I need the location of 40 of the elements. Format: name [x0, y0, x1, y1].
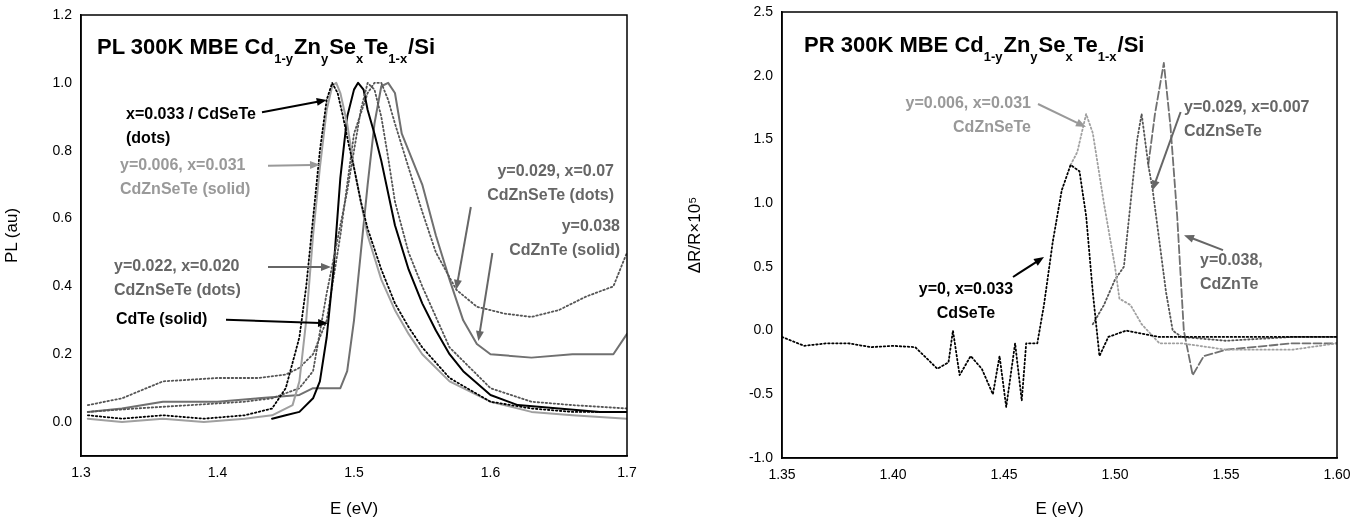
- annotation: y=0.006, x=0.031 CdZnSeTe: [905, 94, 1032, 136]
- x-axis-title: E (eV): [329, 499, 379, 519]
- x-tick-label: 1.35: [768, 466, 796, 483]
- x-axis-title: E (eV): [1035, 499, 1084, 519]
- x-tick-label: 1.45: [990, 466, 1018, 483]
- x-tick-label: 1.4: [207, 464, 228, 481]
- x-tick-label: 1.55: [1212, 466, 1240, 483]
- y-tick-label: 1.0: [52, 73, 73, 90]
- y-tick-label: 1.0: [753, 194, 774, 210]
- y-tick-label: 0.0: [753, 321, 774, 338]
- x-tick-label: 1.6: [480, 464, 501, 481]
- y-tick-label: -1.0: [748, 448, 774, 465]
- annotation: y=0.029, x=0.007 CdZnSeTe: [1184, 98, 1310, 140]
- annotation: y=0.038 CdZnTe (solid): [509, 217, 621, 259]
- y-tick-label: 0.6: [52, 209, 73, 226]
- x-tick-label: 1.40: [879, 466, 907, 483]
- y-tick-label: 1.2: [52, 5, 73, 22]
- annotation: y=0.038, CdZnTe: [1200, 251, 1263, 293]
- y-tick-label: -0.5: [748, 385, 774, 402]
- x-tick-label: 1.60: [1323, 466, 1351, 483]
- y-axis-title: ΔR/R×10⁵: [684, 196, 704, 274]
- y-tick-label: 1.5: [753, 130, 774, 147]
- y-tick-label: 0.2: [52, 345, 73, 362]
- y-tick-label: 0.8: [52, 141, 73, 158]
- annotation: y=0.029, x=0.07 CdZnSeTe (dots): [487, 162, 615, 204]
- y-tick-label: 2.5: [753, 2, 774, 19]
- y-tick-label: 0.0: [52, 412, 73, 429]
- annotation: y=0, x=0.033 CdSeTe: [918, 280, 1014, 322]
- y-tick-label: 0.5: [753, 257, 774, 274]
- annotation: y=0.006, x=0.031 CdZnSeTe (solid): [120, 156, 251, 198]
- annotation: y=0.022, x=0.020 CdZnSeTe (dots): [114, 257, 241, 299]
- y-axis-title: PL (au): [1, 207, 21, 264]
- x-tick-label: 1.7: [617, 464, 637, 481]
- annotation: x=0.033 / CdSeTe (dots): [126, 105, 257, 147]
- y-tick-label: 2.0: [753, 66, 774, 83]
- x-tick-label: 1.50: [1101, 466, 1129, 483]
- x-tick-label: 1.5: [344, 464, 364, 481]
- x-tick-label: 1.3: [71, 464, 91, 481]
- annotation: CdTe (solid): [116, 310, 208, 328]
- y-tick-label: 0.4: [52, 277, 73, 294]
